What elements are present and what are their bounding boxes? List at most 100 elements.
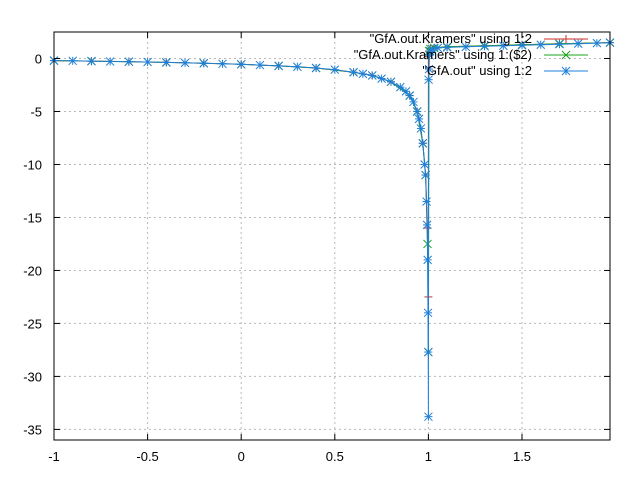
marker-stroke <box>412 107 422 116</box>
marker-stroke <box>395 82 405 92</box>
marker-stroke <box>236 59 246 69</box>
series-layer <box>49 38 615 422</box>
marker-stroke <box>498 41 508 51</box>
marker-stroke <box>422 197 431 206</box>
y-tick-label: -30 <box>23 369 42 384</box>
marker-stroke <box>386 77 396 87</box>
data-point <box>358 69 368 79</box>
data-point <box>423 347 433 357</box>
y-tick-label: -15 <box>23 210 42 225</box>
marker-stroke <box>349 67 358 77</box>
marker-stroke <box>255 60 265 70</box>
marker-stroke <box>424 75 433 85</box>
marker-stroke <box>423 308 433 318</box>
y-tick-label: 0 <box>35 51 42 66</box>
marker-stroke <box>420 160 430 169</box>
data-point <box>255 60 265 70</box>
series-line <box>53 42 611 353</box>
marker-stroke <box>87 56 96 66</box>
marker-stroke <box>405 91 415 100</box>
legend-label: "GfA.out.Kramers" using 1:2 <box>370 31 532 46</box>
data-point <box>274 61 284 71</box>
marker-stroke <box>427 44 437 54</box>
marker-stroke <box>561 66 571 76</box>
y-tick-label: -25 <box>23 316 42 331</box>
legend-label: "GfA.out.Kramers" using 1:($2) <box>354 47 532 62</box>
data-point <box>427 44 437 54</box>
y-tick-labels: 0 -5 -10 -15 -20 -25 -30 -35 <box>23 51 42 437</box>
marker-stroke <box>218 59 227 69</box>
marker-stroke <box>517 40 527 50</box>
marker-stroke <box>274 61 284 71</box>
data-point <box>422 220 432 230</box>
data-point <box>555 39 564 49</box>
marker-stroke <box>424 412 433 422</box>
series-line <box>53 42 611 417</box>
marker-stroke <box>423 347 433 357</box>
data-point <box>420 160 430 169</box>
axis-ticks <box>53 32 610 440</box>
data-point <box>199 58 209 68</box>
marker-stroke <box>418 138 428 148</box>
marker-stroke <box>311 63 321 73</box>
plot-frame <box>53 31 611 441</box>
marker-stroke <box>573 39 583 49</box>
data-point <box>424 64 434 74</box>
data-point <box>143 57 152 67</box>
x-tick-label: 1 <box>425 449 432 464</box>
series-3 <box>49 38 615 422</box>
data-point <box>418 138 428 148</box>
data-point <box>423 255 433 265</box>
data-point <box>409 97 418 107</box>
data-point <box>161 58 171 67</box>
data-point <box>423 308 433 318</box>
data-point <box>105 57 115 66</box>
grid <box>54 32 610 440</box>
data-point <box>386 77 396 87</box>
marker-stroke <box>367 71 377 80</box>
data-point <box>442 43 452 52</box>
legend: "GfA.out.Kramers" using 1:2"GfA.out.Kram… <box>354 31 588 78</box>
marker-stroke <box>480 41 489 51</box>
marker-stroke <box>409 97 418 107</box>
data-point <box>236 59 246 69</box>
data-point <box>367 71 377 80</box>
data-point <box>349 67 358 77</box>
data-point <box>416 124 426 133</box>
data-point <box>395 82 405 92</box>
data-point <box>592 38 602 48</box>
x-tick-label: -0.5 <box>136 449 158 464</box>
marker-stroke <box>423 255 433 265</box>
x-tick-label: 1.5 <box>513 449 531 464</box>
marker-stroke <box>358 69 368 79</box>
marker-stroke <box>416 124 426 133</box>
legend-marker <box>561 50 571 60</box>
marker-stroke <box>561 50 571 60</box>
x-tick-label: -1 <box>48 449 60 464</box>
marker-stroke <box>421 170 430 180</box>
data-point <box>424 75 433 85</box>
data-point <box>218 59 227 69</box>
data-point <box>424 412 433 422</box>
data-point <box>68 56 78 66</box>
marker-stroke <box>105 57 115 66</box>
marker-stroke <box>143 57 152 67</box>
data-point <box>536 40 546 50</box>
marker-stroke <box>433 43 443 53</box>
data-point <box>180 58 190 68</box>
marker-stroke <box>461 42 471 52</box>
data-point <box>461 42 471 52</box>
series-2 <box>49 38 615 357</box>
data-point <box>517 40 527 50</box>
legend-label: "GfA.out" using 1:2 <box>422 63 532 78</box>
data-point <box>433 43 443 53</box>
marker-stroke <box>424 64 434 74</box>
marker-stroke <box>330 65 340 74</box>
data-point <box>87 56 96 66</box>
data-point <box>421 170 430 180</box>
x-tick-label: 0 <box>238 449 245 464</box>
data-point <box>573 39 583 49</box>
marker-stroke <box>414 114 424 124</box>
data-point <box>422 197 431 206</box>
